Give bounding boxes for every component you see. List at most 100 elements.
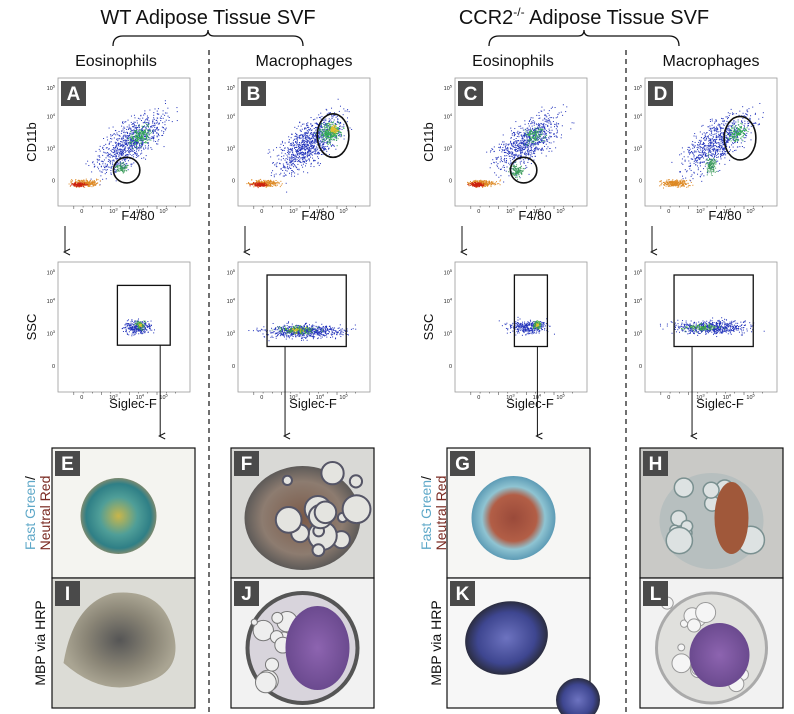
event-dot <box>298 146 300 148</box>
event-dot <box>313 160 315 162</box>
event-dot <box>138 126 140 128</box>
event-dot <box>125 163 127 165</box>
event-dot <box>257 182 259 184</box>
event-dot <box>325 136 327 138</box>
event-dot <box>339 125 341 127</box>
event-dot <box>108 159 110 161</box>
event-dot <box>311 135 313 137</box>
event-dot <box>271 183 273 185</box>
event-dot <box>262 183 264 185</box>
event-dot <box>317 157 319 159</box>
event-dot <box>269 330 271 332</box>
event-dot <box>78 182 80 184</box>
event-dot <box>297 334 299 336</box>
event-dot <box>148 139 150 141</box>
event-dot <box>138 134 140 136</box>
event-dot <box>540 149 542 151</box>
tick-label: 0 <box>260 395 263 401</box>
event-dot <box>137 156 139 158</box>
event-dot <box>127 155 129 157</box>
event-dot <box>104 173 106 175</box>
event-dot <box>265 331 267 333</box>
event-dot <box>505 147 507 149</box>
event-dot <box>323 133 325 135</box>
event-dot <box>503 159 505 161</box>
tick-label: 104 <box>227 112 236 121</box>
event-dot <box>254 183 256 185</box>
event-dot <box>267 184 269 186</box>
event-dot <box>123 148 125 150</box>
event-dot <box>128 152 130 154</box>
event-dot <box>570 128 572 130</box>
event-dot <box>335 148 337 150</box>
event-dot <box>296 152 298 154</box>
tick-label: 0 <box>260 209 263 215</box>
event-dot <box>300 137 302 139</box>
event-dot <box>313 150 315 152</box>
event-dot <box>338 131 340 133</box>
event-dot <box>325 132 327 134</box>
tick-exp: 3 <box>295 207 298 212</box>
event-dot <box>118 142 120 144</box>
event-dot <box>324 127 326 129</box>
event-dot <box>332 128 334 130</box>
gate <box>116 284 171 346</box>
event-dot <box>146 326 148 328</box>
event-dot <box>557 131 559 133</box>
event-dot <box>132 329 134 331</box>
panel-letter-bg <box>61 81 86 106</box>
event-dot <box>97 155 99 157</box>
event-dot <box>113 168 115 170</box>
column-header: Macrophages <box>256 53 353 70</box>
event-dot <box>291 330 293 332</box>
event-dot <box>319 131 321 133</box>
event-dot <box>161 126 163 128</box>
event-dot <box>117 163 119 165</box>
event-dot <box>531 156 533 158</box>
event-dot <box>504 145 506 147</box>
event-dot <box>286 158 288 160</box>
event-dot <box>318 132 320 134</box>
event-dot <box>280 328 282 330</box>
event-dot <box>329 135 331 137</box>
event-dot <box>155 129 157 131</box>
event-dot <box>333 128 335 130</box>
event-dot <box>335 137 337 139</box>
tick-label: 104 <box>316 393 325 402</box>
event-dot <box>152 122 154 124</box>
event-dot <box>125 322 127 324</box>
event-dot <box>334 329 336 331</box>
event-dot <box>294 165 296 167</box>
event-dot <box>311 327 313 329</box>
event-dot <box>128 128 130 130</box>
event-dot <box>122 331 124 333</box>
event-dot <box>120 167 122 169</box>
tick-base: 0 <box>232 364 235 370</box>
event-dot <box>314 118 316 120</box>
event-dot <box>264 179 266 181</box>
event-dot <box>258 183 260 185</box>
event-dot <box>142 326 144 328</box>
event-dot <box>324 330 326 332</box>
event-dot <box>129 324 131 326</box>
event-dot <box>92 184 94 186</box>
event-dot <box>122 121 124 123</box>
event-dot <box>265 186 267 188</box>
event-dot <box>284 328 286 330</box>
event-dot <box>297 137 299 139</box>
event-dot <box>138 141 140 143</box>
tick-exp: 4 <box>322 207 325 212</box>
event-dot <box>282 167 284 169</box>
event-dot <box>555 117 557 119</box>
event-dot <box>134 322 136 324</box>
event-dot <box>145 133 147 135</box>
event-dot <box>287 329 289 331</box>
event-dot <box>268 179 270 181</box>
event-dot <box>326 135 328 137</box>
event-dot <box>276 155 278 157</box>
event-dot <box>302 147 304 149</box>
event-dot <box>93 182 95 184</box>
tick-base: 10 <box>227 332 233 338</box>
event-dot <box>294 146 296 148</box>
event-dot <box>149 128 151 130</box>
